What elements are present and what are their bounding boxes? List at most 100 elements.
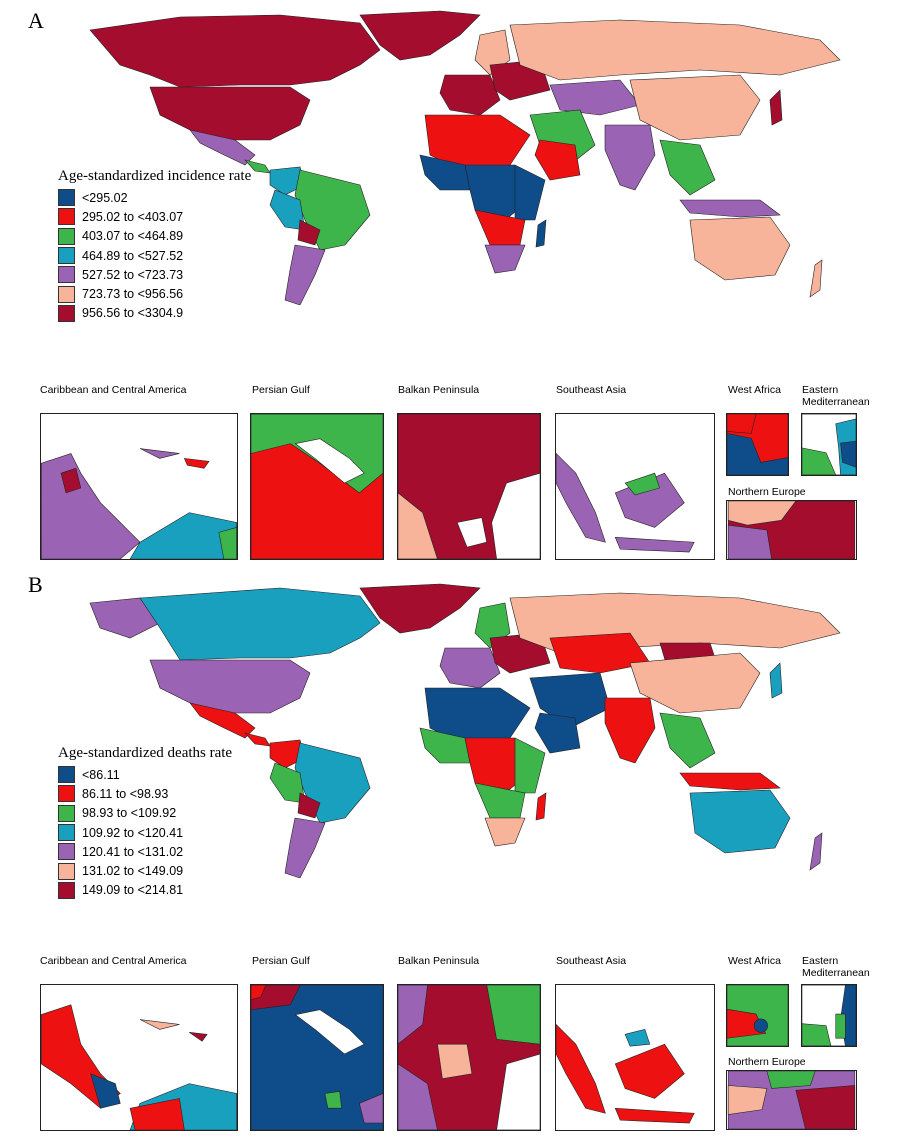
legend-swatch bbox=[58, 881, 75, 899]
region-se-asia bbox=[659, 712, 716, 769]
region-usa bbox=[149, 86, 311, 141]
region-china bbox=[629, 652, 761, 714]
legend-label: 403.07 to <464.89 bbox=[82, 229, 184, 244]
region-madagascar bbox=[535, 219, 547, 248]
region-bolivia bbox=[297, 219, 321, 246]
legend-label: 86.11 to <98.93 bbox=[82, 786, 169, 801]
region-central-america bbox=[244, 732, 271, 747]
inset-persian-gulf bbox=[250, 984, 384, 1131]
region-arabia bbox=[534, 139, 581, 181]
inset-title-northern-europe: Northern Europe bbox=[728, 486, 806, 498]
region-china bbox=[629, 74, 761, 141]
legend-item: 295.02 to <403.07 bbox=[58, 207, 251, 226]
legend-swatch bbox=[58, 766, 75, 784]
region-west-africa bbox=[419, 154, 471, 191]
legend-label: 723.73 to <956.56 bbox=[82, 287, 184, 302]
legend-title: Age-standardized incidence rate bbox=[58, 168, 252, 184]
inset-southeast-asia bbox=[555, 984, 715, 1131]
inset-west-africa bbox=[726, 984, 789, 1047]
region-argentina bbox=[284, 817, 326, 878]
legend-item: 403.07 to <464.89 bbox=[58, 227, 251, 246]
region-usa bbox=[149, 659, 311, 714]
region-indonesia bbox=[679, 772, 781, 791]
region-greenland bbox=[359, 583, 481, 634]
region-canada bbox=[89, 14, 381, 88]
inset-title-west-africa: West Africa bbox=[728, 384, 781, 396]
legend-label: <295.02 bbox=[82, 190, 128, 205]
region-madagascar bbox=[535, 792, 547, 821]
inset-title-southeast-asia: Southeast Asia bbox=[556, 384, 627, 396]
inset-title-west-africa: West Africa bbox=[728, 955, 781, 967]
legend-item: 131.02 to <149.09 bbox=[58, 861, 232, 880]
legend-item: 109.92 to <120.41 bbox=[58, 823, 232, 842]
inset-title-eastern-mediterranean: Eastern Mediterranean bbox=[802, 384, 870, 408]
inset-title-northern-europe: Northern Europe bbox=[728, 1056, 806, 1068]
legend-item: 149.09 to <214.81 bbox=[58, 881, 232, 900]
region-japan bbox=[769, 662, 783, 699]
legend-label: 956.56 to <3304.9 bbox=[82, 306, 184, 321]
region-central-asia bbox=[549, 79, 641, 116]
inset-eastern-mediterranean bbox=[801, 413, 857, 476]
region-new-zealand bbox=[809, 832, 823, 871]
region-east-africa bbox=[514, 164, 546, 221]
inset-caribbean bbox=[40, 984, 238, 1131]
region-arabia bbox=[534, 712, 581, 754]
legend-swatch bbox=[58, 804, 75, 822]
region-mexico bbox=[189, 129, 256, 166]
inset-eastern-mediterranean bbox=[801, 984, 857, 1047]
panel-letter-a: A bbox=[28, 8, 44, 33]
world-map-deaths bbox=[89, 583, 841, 878]
legend-swatch bbox=[58, 247, 75, 265]
legend-item: 956.56 to <3304.9 bbox=[58, 304, 251, 323]
region-western-europe bbox=[439, 647, 501, 689]
region-alaska bbox=[89, 597, 161, 639]
legend-label: 149.09 to <214.81 bbox=[82, 883, 184, 898]
inset-title-balkan: Balkan Peninsula bbox=[398, 384, 480, 396]
inset-title-eastern-mediterranean: Eastern Mediterranean bbox=[802, 955, 870, 979]
region-bolivia bbox=[297, 792, 321, 819]
inset-title-persian-gulf: Persian Gulf bbox=[252, 955, 310, 967]
region-canada bbox=[139, 587, 381, 661]
inset-balkan bbox=[397, 413, 541, 560]
world-map-incidence bbox=[89, 10, 841, 305]
legend-swatch bbox=[58, 285, 75, 303]
legend-item: 98.93 to <109.92 bbox=[58, 804, 232, 823]
legend-item: <295.02 bbox=[58, 188, 251, 207]
region-peru bbox=[269, 189, 306, 231]
region-peru bbox=[269, 762, 306, 804]
legend-swatch bbox=[58, 843, 75, 861]
region-mexico bbox=[189, 702, 256, 739]
region-indonesia bbox=[679, 199, 781, 218]
region-russia bbox=[509, 19, 841, 81]
legend-deaths: Age-standardized deaths rate <86.11 86.1… bbox=[58, 745, 232, 900]
legend-swatch bbox=[58, 862, 75, 880]
region-southern-africa bbox=[484, 817, 526, 847]
legend-swatch bbox=[58, 304, 75, 322]
inset-west-africa bbox=[726, 413, 789, 476]
inset-balkan bbox=[397, 984, 541, 1131]
inset-title-balkan: Balkan Peninsula bbox=[398, 955, 480, 967]
legend-item: <86.11 bbox=[58, 765, 232, 784]
region-middle-east bbox=[529, 109, 596, 166]
legend-swatch bbox=[58, 824, 75, 842]
region-japan bbox=[769, 89, 783, 126]
region-new-zealand bbox=[809, 259, 823, 298]
legend-label: 98.93 to <109.92 bbox=[82, 806, 177, 821]
inset-persian-gulf bbox=[250, 413, 384, 560]
region-southern-africa bbox=[484, 244, 526, 274]
legend-item: 527.52 to <723.73 bbox=[58, 265, 251, 284]
legend-swatch bbox=[58, 208, 75, 226]
inset-southeast-asia bbox=[555, 413, 715, 560]
legend-swatch bbox=[58, 266, 75, 284]
legend-item: 86.11 to <98.93 bbox=[58, 784, 232, 803]
region-argentina bbox=[284, 244, 326, 305]
region-greenland bbox=[359, 10, 481, 61]
legend-label: 120.41 to <131.02 bbox=[82, 844, 184, 859]
region-central-asia bbox=[549, 632, 651, 674]
inset-caribbean bbox=[40, 413, 238, 560]
legend-label: <86.11 bbox=[82, 767, 120, 782]
inset-northern-europe bbox=[726, 500, 857, 560]
region-west-africa bbox=[419, 727, 471, 764]
legend-title: Age-standardized deaths rate bbox=[58, 745, 233, 761]
region-australia bbox=[689, 216, 791, 281]
